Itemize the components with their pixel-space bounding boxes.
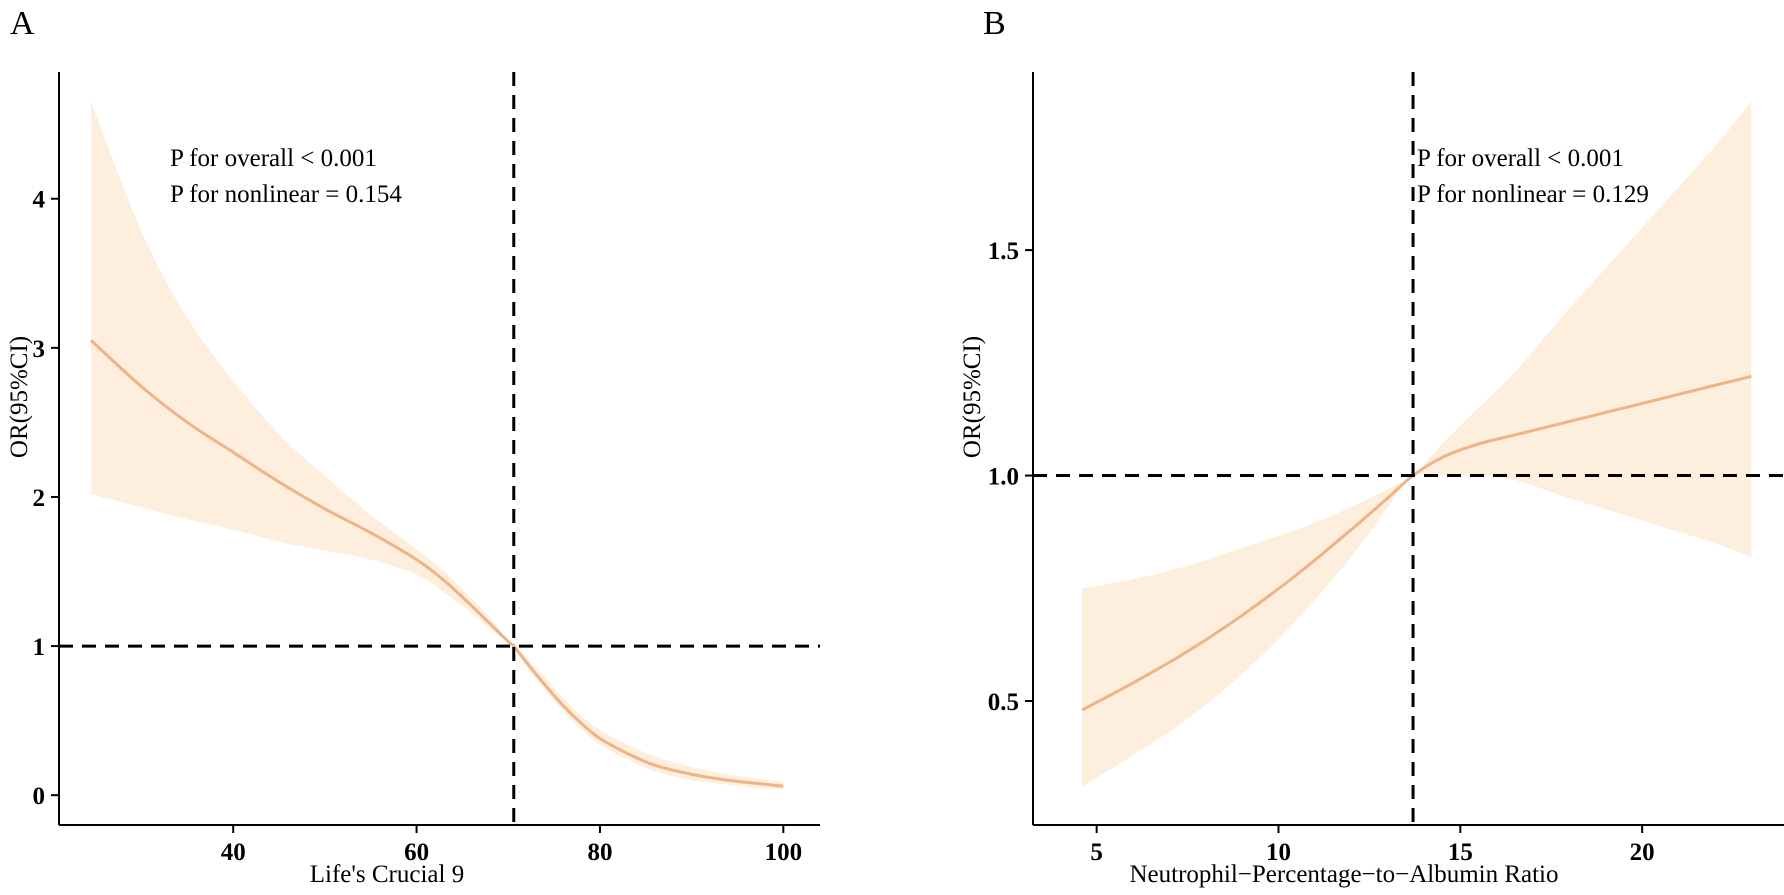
panel-a-axes: [58, 72, 820, 826]
panel-b-y-tick-label: 0.5: [988, 689, 1019, 716]
panel-a-ci-bands: [91, 101, 784, 790]
panel-b-ci-band: [1082, 101, 1752, 787]
panel-a-y-axis-title: OR(95%CI): [6, 336, 33, 458]
panel-a-label: A: [10, 5, 35, 42]
panel-b-y-ticks: 0.5 1.0 1.5: [988, 238, 1033, 716]
panel-b-x-tick-label: 20: [1630, 839, 1655, 866]
panel-b-x-axis-title: Neutrophil−Percentage−to−Albumin Ratio: [1129, 861, 1558, 888]
panel-a-y-tick-label: 1: [33, 634, 46, 661]
panel-a-x-tick-label: 100: [765, 839, 803, 866]
panel-a-x-tick-label: 80: [587, 839, 612, 866]
panel-b-axes: [1032, 72, 1784, 826]
panel-a-fit-lines: [90, 339, 784, 788]
panel-b-p-nonlinear: P for nonlinear = 0.129: [1417, 181, 1649, 208]
panel-a-p-nonlinear: P for nonlinear = 0.154: [170, 181, 402, 208]
panel-a-x-tick-label: 40: [221, 839, 246, 866]
panel-b-x-tick-label: 5: [1090, 839, 1103, 866]
panel-b: B 5 10 15 20 0.5 1.0 1.5 Neutrophil−Percentag…: [959, 5, 1784, 888]
panel-a-y-ticks: 0 1 2 3 4: [33, 187, 59, 810]
panel-a-x-ticks: 40 60 80 100: [221, 825, 802, 866]
panel-a-x-tick-label: 60: [404, 839, 429, 866]
panel-b-y-axis-title: OR(95%CI): [959, 336, 986, 458]
panel-b-label: B: [983, 5, 1006, 42]
panel-b-x-tick-label: 15: [1448, 839, 1473, 866]
panel-a-ci-band: [91, 101, 784, 790]
panel-b-x-tick-label: 10: [1266, 839, 1291, 866]
panel-b-x-ticks: 5 10 15 20: [1090, 825, 1655, 866]
panel-b-y-tick-label: 1.0: [988, 464, 1019, 491]
panel-a-x-axis-title: Life's Crucial 9: [310, 861, 464, 888]
panel-a-p-overall: P for overall < 0.001: [170, 145, 377, 172]
panel-a-reference-lines: [59, 72, 820, 825]
panel-b-y-tick-label: 1.5: [988, 238, 1019, 265]
panel-a-y-tick-label: 0: [33, 783, 46, 810]
panel-a-y-tick-label: 3: [33, 336, 46, 363]
panel-a-y-tick-label: 4: [33, 187, 46, 214]
panel-a: A 40 60 80 100 0 1 2 3 4 Life's Crucial 9 OR(95…: [6, 5, 820, 888]
panel-b-p-overall: P for overall < 0.001: [1417, 145, 1624, 172]
panel-b-ci-bands: [1082, 101, 1752, 787]
panel-a-or-line: [90, 339, 784, 788]
panel-b-reference-lines: [1033, 72, 1784, 825]
panel-a-y-tick-label: 2: [33, 485, 46, 512]
